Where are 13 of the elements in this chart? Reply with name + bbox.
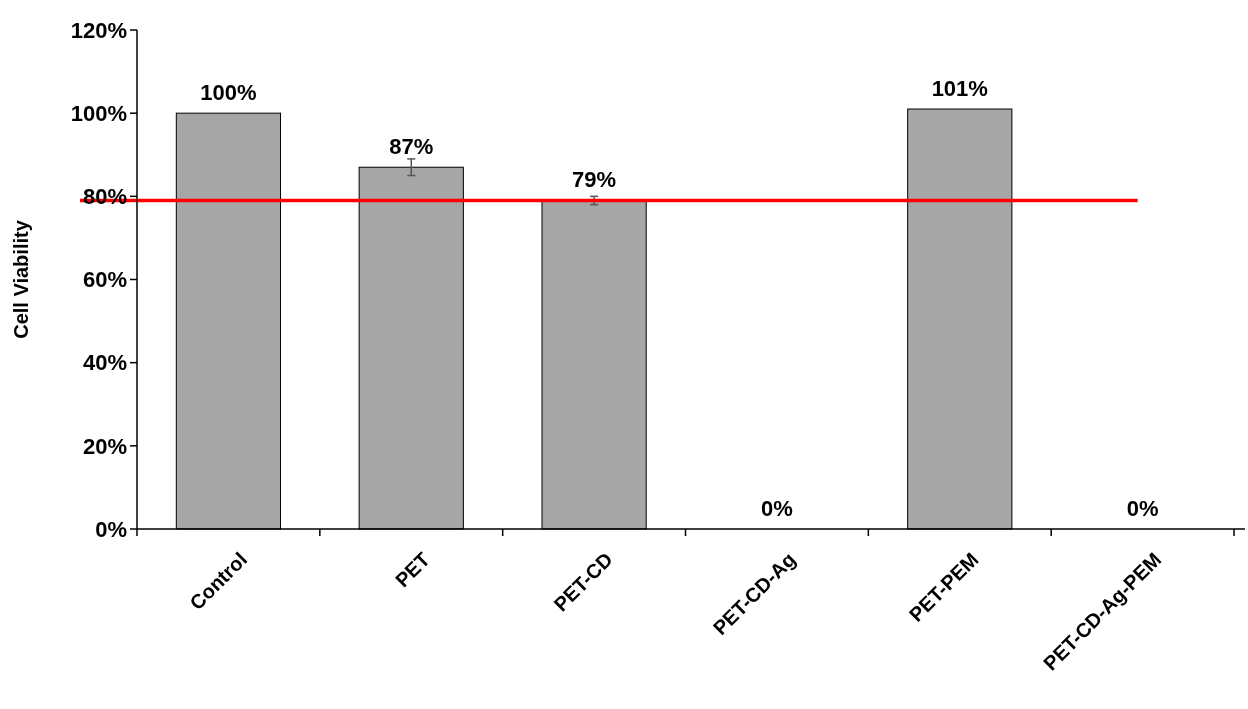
y-tick-label: 20% <box>82 433 127 459</box>
data-label: 0% <box>1126 496 1159 521</box>
y-tick-label: 120% <box>70 17 127 43</box>
y-tick-label: 60% <box>82 267 127 293</box>
y-tick-label: 40% <box>82 350 127 376</box>
y-tick-label: 100% <box>70 100 127 126</box>
y-axis-title: Cell Viability <box>10 219 32 339</box>
data-label: 79% <box>572 167 617 193</box>
y-tick-label: 0% <box>95 516 127 542</box>
data-label: 0% <box>761 496 793 521</box>
data-label: 100% <box>200 80 257 106</box>
data-label: 87% <box>389 134 434 160</box>
data-label: 101% <box>931 76 988 102</box>
